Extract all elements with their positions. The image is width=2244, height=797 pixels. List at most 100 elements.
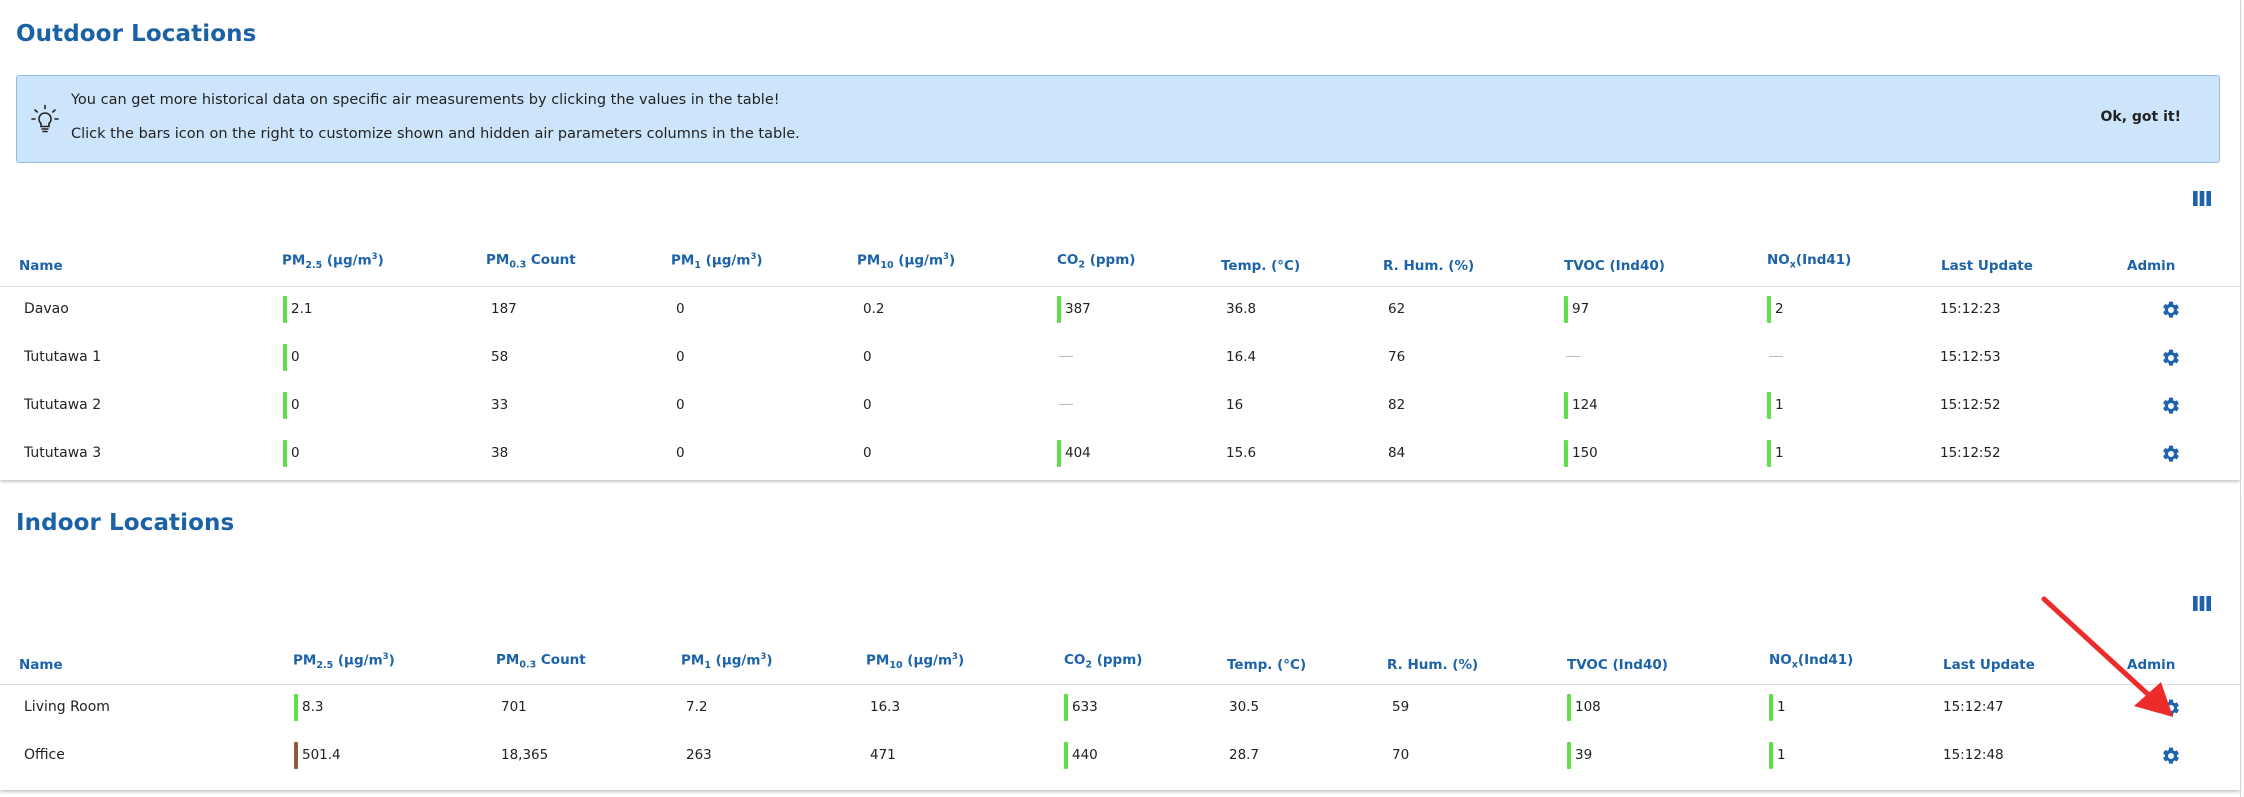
cell-temp[interactable]: 28.7 — [1229, 747, 1260, 763]
ok-got-it-button[interactable]: Ok, got it! — [2100, 109, 2182, 125]
col-header-pm03[interactable]: PM0.3 Count — [496, 652, 586, 671]
col-header-co2[interactable]: CO2 (ppm) — [1064, 652, 1143, 671]
cell-pm25[interactable]: 0 — [291, 445, 300, 461]
level-indicator-bar — [1064, 694, 1068, 721]
table-row: Office 501.4 18,365 263 471 440 28.7 70 39 1 15:12… — [0, 732, 2240, 780]
cell-co2[interactable]: 633 — [1072, 699, 1098, 715]
cell-hum[interactable]: 84 — [1388, 445, 1406, 461]
cell-temp[interactable]: 30.5 — [1229, 699, 1260, 715]
cell-last_update: 15:12:52 — [1940, 445, 2001, 461]
cell-pm1[interactable]: 0 — [676, 349, 685, 365]
cell-pm03[interactable]: 38 — [491, 445, 509, 461]
cell-hum[interactable]: 82 — [1388, 397, 1406, 413]
gear-icon[interactable] — [2161, 300, 2181, 320]
cell-pm1[interactable]: 0 — [676, 397, 685, 413]
table-row: Tututawa 2 0 33 0 0 16 82 124 1 15:12:52 — [0, 382, 2240, 430]
cell-pm10[interactable]: 0 — [863, 397, 872, 413]
col-header-nox[interactable]: NOx(Ind41) — [1767, 252, 1852, 271]
col-header-pm25[interactable]: PM2.5 (µg/m3) — [293, 652, 395, 672]
cell-pm10[interactable]: 471 — [870, 747, 896, 763]
cell-nox[interactable]: 1 — [1775, 445, 1784, 461]
cell-tvoc[interactable]: 108 — [1575, 699, 1601, 715]
cell-pm25[interactable]: 8.3 — [302, 699, 324, 715]
col-header-pm1[interactable]: PM1 (µg/m3) — [681, 652, 773, 672]
level-indicator-bar — [1564, 392, 1568, 419]
col-header-pm03[interactable]: PM0.3 Count — [486, 252, 576, 271]
cell-last_update: 15:12:48 — [1943, 747, 2004, 763]
cell-pm25[interactable]: 501.4 — [302, 747, 341, 763]
cell-pm10[interactable]: 0 — [863, 445, 872, 461]
cell-tvoc[interactable]: 150 — [1572, 445, 1598, 461]
cell-temp[interactable]: 16.4 — [1226, 349, 1257, 365]
cell-pm1[interactable]: 0 — [676, 301, 685, 317]
col-header-name[interactable]: Name — [19, 657, 63, 673]
cell-pm10[interactable]: 16.3 — [870, 699, 901, 715]
cell-temp[interactable]: 16 — [1226, 397, 1244, 413]
cell-pm03[interactable]: 187 — [491, 301, 517, 317]
columns-bars-icon[interactable] — [2193, 191, 2211, 206]
col-header-last-update[interactable]: Last Update — [1941, 258, 2033, 274]
cell-pm25[interactable]: 0 — [291, 397, 300, 413]
level-indicator-bar — [283, 440, 287, 467]
gear-icon[interactable] — [2161, 746, 2181, 766]
col-header-pm10[interactable]: PM10 (µg/m3) — [866, 652, 965, 672]
tip-banner: You can get more historical data on spec… — [16, 75, 2220, 163]
cell-tvoc[interactable]: 97 — [1572, 301, 1590, 317]
col-header-co2[interactable]: CO2 (ppm) — [1057, 252, 1136, 271]
cell-last_update: 15:12:53 — [1940, 349, 2001, 365]
cell-pm03[interactable]: 18,365 — [501, 747, 549, 763]
col-header-tvoc[interactable]: TVOC (Ind40) — [1564, 258, 1665, 274]
cell-co2[interactable]: 404 — [1065, 445, 1091, 461]
cell-pm10[interactable]: 0 — [863, 349, 872, 365]
cell-pm1[interactable]: 0 — [676, 445, 685, 461]
cell-temp[interactable]: 15.6 — [1226, 445, 1257, 461]
cell-hum[interactable]: 70 — [1392, 747, 1410, 763]
gear-icon[interactable] — [2161, 698, 2181, 718]
cell-hum[interactable]: 62 — [1388, 301, 1406, 317]
cell-pm10[interactable]: 0.2 — [863, 301, 885, 317]
cell-pm1[interactable]: 263 — [686, 747, 712, 763]
col-header-nox[interactable]: NOx(Ind41) — [1769, 652, 1854, 671]
col-header-name[interactable]: Name — [19, 258, 63, 274]
level-indicator-bar — [1057, 440, 1061, 467]
columns-bars-icon[interactable] — [2193, 596, 2211, 611]
cell-nox[interactable]: 2 — [1775, 301, 1784, 317]
cell-hum[interactable]: 76 — [1388, 349, 1406, 365]
gear-icon[interactable] — [2161, 348, 2181, 368]
cell-pm25[interactable]: 2.1 — [291, 301, 313, 317]
gear-icon[interactable] — [2161, 396, 2181, 416]
col-header-temp[interactable]: Temp. (°C) — [1227, 657, 1307, 673]
col-header-pm10[interactable]: PM10 (µg/m3) — [857, 252, 956, 272]
empty-value-dash — [1566, 356, 1580, 357]
cell-nox[interactable]: 1 — [1775, 397, 1784, 413]
level-indicator-bar — [1567, 694, 1571, 721]
col-header-tvoc[interactable]: TVOC (Ind40) — [1567, 657, 1668, 673]
cell-co2[interactable]: 387 — [1065, 301, 1091, 317]
table-row: Tututawa 1 0 58 0 0 16.4 76 15:12:53 — [0, 334, 2240, 382]
cell-co2[interactable]: 440 — [1072, 747, 1098, 763]
col-header-temp[interactable]: Temp. (°C) — [1221, 258, 1301, 274]
cell-pm03[interactable]: 58 — [491, 349, 509, 365]
cell-name: Davao — [24, 301, 69, 317]
indoor-table-header: Name PM2.5 (µg/m3) PM0.3 Count PM1 (µg/m… — [0, 644, 2240, 685]
col-header-pm1[interactable]: PM1 (µg/m3) — [671, 252, 763, 272]
cell-pm25[interactable]: 0 — [291, 349, 300, 365]
gear-icon[interactable] — [2161, 444, 2181, 464]
col-header-humidity[interactable]: R. Hum. (%) — [1387, 657, 1479, 673]
cell-pm03[interactable]: 701 — [501, 699, 527, 715]
col-header-humidity[interactable]: R. Hum. (%) — [1383, 258, 1475, 274]
cell-temp[interactable]: 36.8 — [1226, 301, 1257, 317]
cell-pm03[interactable]: 33 — [491, 397, 509, 413]
level-indicator-bar — [1057, 296, 1061, 323]
empty-value-dash — [1059, 356, 1073, 357]
cell-hum[interactable]: 59 — [1392, 699, 1410, 715]
cell-pm1[interactable]: 7.2 — [686, 699, 708, 715]
col-header-pm25[interactable]: PM2.5 (µg/m3) — [282, 252, 384, 272]
col-header-last-update[interactable]: Last Update — [1943, 657, 2035, 673]
cell-nox[interactable]: 1 — [1777, 747, 1786, 763]
tip-text-line-2: Click the bars icon on the right to cust… — [71, 126, 800, 142]
cell-nox[interactable]: 1 — [1777, 699, 1786, 715]
cell-tvoc[interactable]: 39 — [1575, 747, 1593, 763]
indoor-locations-card: Indoor Locations Name PM2.5 (µg/m3) PM0.… — [0, 492, 2240, 790]
cell-tvoc[interactable]: 124 — [1572, 397, 1598, 413]
